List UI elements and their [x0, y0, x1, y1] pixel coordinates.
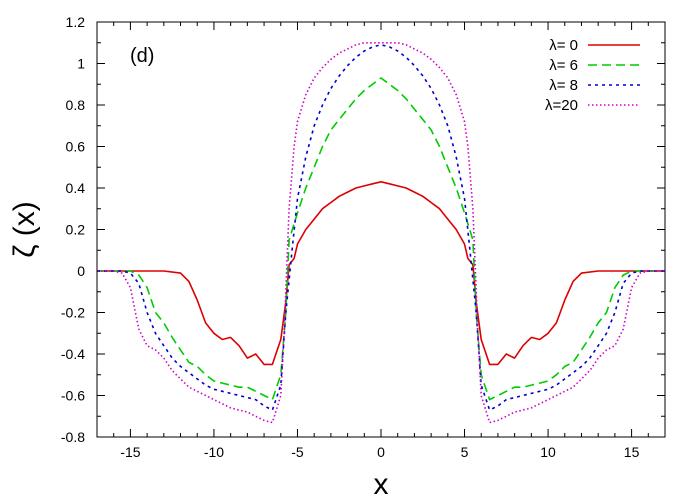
x-tick-label: 5: [461, 444, 469, 460]
y-tick-label: 1.2: [66, 14, 86, 30]
x-tick-label: -5: [291, 444, 304, 460]
x-tick-label: 10: [540, 444, 556, 460]
series-line-3: [97, 41, 665, 424]
series-lines: [97, 41, 665, 424]
x-tick-label: 15: [624, 444, 640, 460]
x-tick-label: 0: [377, 444, 385, 460]
panel-label: (d): [130, 45, 154, 67]
legend: λ= 0 λ= 6 λ= 8 λ=20: [545, 37, 640, 114]
legend-label: λ= 8: [549, 77, 578, 94]
y-tick-label: 0.2: [66, 222, 86, 238]
y-tick-label: -0.8: [61, 429, 85, 445]
y-tick-label: 0: [77, 263, 85, 279]
x-tick-label: -15: [120, 444, 140, 460]
series-line-0: [97, 181, 665, 366]
legend-label: λ=20: [545, 97, 578, 114]
x-axis-label: x: [374, 468, 389, 500]
plot-frame: [96, 21, 666, 438]
y-tick-label: -0.2: [61, 305, 85, 321]
y-axis-label: ζ (x): [8, 201, 41, 258]
tick-marks: [96, 21, 666, 438]
y-tick-label: -0.4: [61, 346, 85, 362]
legend-label: λ= 6: [549, 57, 578, 74]
y-tick-label: 0.8: [66, 97, 86, 113]
y-tick-label: 0.6: [66, 139, 86, 155]
x-tick-label: -10: [204, 444, 224, 460]
tick-labels: -15 -10 -5 0 5 10 15 -0.8 -0.6 -0.4 -0.2 0 0.2 0.4 0.6…: [61, 14, 640, 460]
y-tick-label: 1: [77, 56, 85, 72]
series-line-2: [97, 43, 665, 411]
y-tick-label: -0.6: [61, 388, 85, 404]
y-tick-label: 0.4: [66, 180, 86, 196]
series-line-1: [97, 77, 665, 401]
legend-label: λ= 0: [549, 37, 578, 54]
